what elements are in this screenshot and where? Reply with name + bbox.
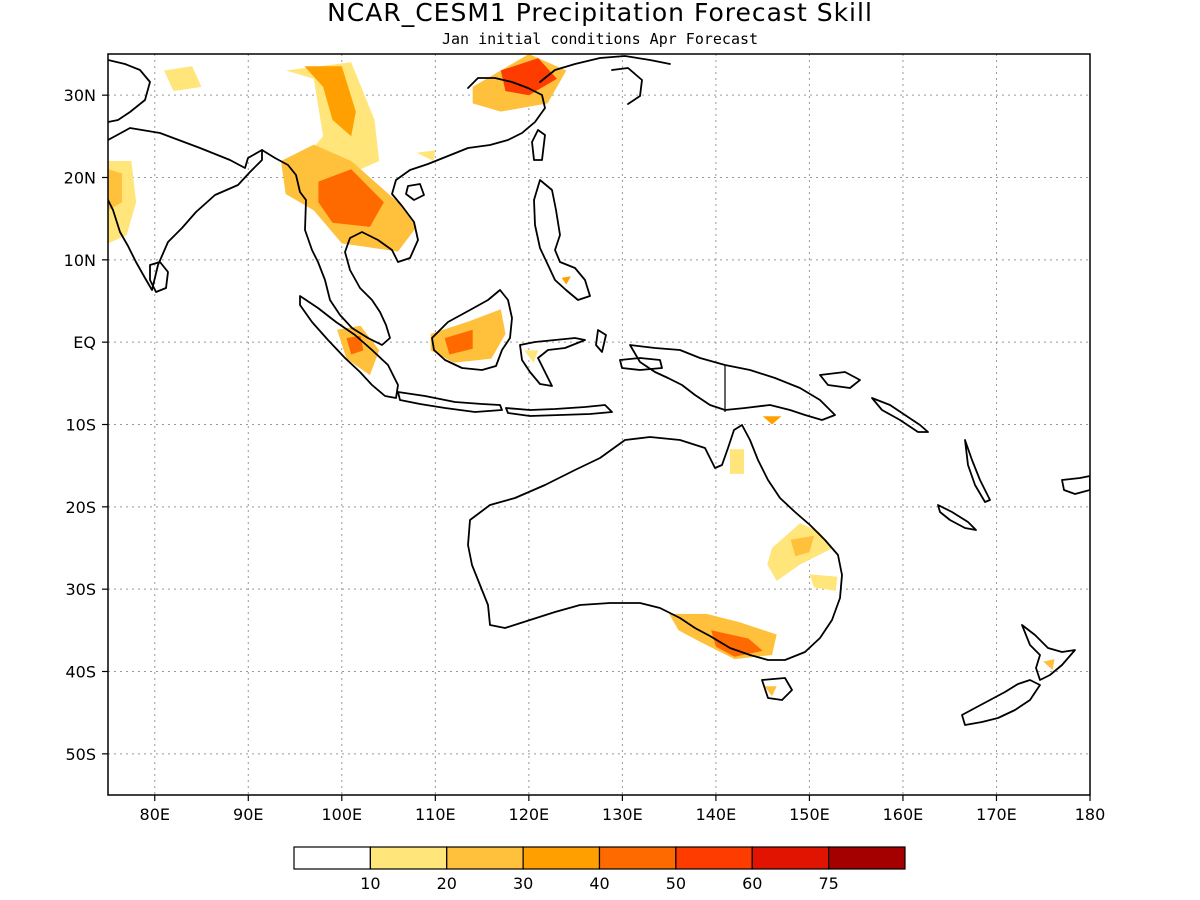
lon-tick-label: 120E [509, 805, 550, 824]
lon-tick-label: 100E [321, 805, 362, 824]
sri-lanka [149, 261, 169, 293]
korea-japan-coast [539, 55, 671, 105]
borneo-coast [431, 289, 513, 371]
colorbar-label: 75 [818, 874, 838, 893]
lat-tick-label: 50S [65, 745, 96, 764]
vanuatu-islands [964, 439, 991, 503]
solomon-islands [871, 397, 929, 433]
colorbar-label: 20 [437, 874, 457, 893]
skill-region-cape-york [729, 449, 744, 474]
skill-region-himalaya-patch [164, 66, 202, 92]
skill-region-mindanao-dot [561, 276, 571, 285]
lon-tick-label: 110E [415, 805, 456, 824]
philippines-coast [533, 179, 591, 301]
skill-region-sumatra-core [346, 335, 364, 355]
colorbar-swatch [522, 846, 601, 870]
skill-region-tibet-plume-core [304, 66, 356, 137]
colorbar-swatch [293, 846, 371, 870]
colorbar-label: 50 [666, 874, 686, 893]
skill-region-indochina-core [318, 169, 384, 227]
colorbar-swatch [675, 846, 753, 870]
india-coast [108, 127, 263, 291]
lat-tick-label: 20N [64, 169, 96, 188]
graticule [108, 54, 1090, 795]
colorbar: 10 20 30 40 50 60 75 [293, 846, 906, 893]
lon-tick-label: 140E [696, 805, 737, 824]
colorbar-label: 40 [589, 874, 609, 893]
skill-region-new-guinea-dot [762, 416, 782, 425]
lesser-sunda [505, 404, 613, 417]
map-subtitle: Jan initial conditions Apr Forecast [442, 30, 758, 48]
skill-region-borneo-core [444, 329, 473, 355]
taiwan-island [531, 129, 546, 161]
hainan-island [405, 183, 425, 201]
colorbar-swatch [446, 846, 524, 870]
colorbar-swatch [751, 846, 830, 870]
colorbar-swatch [828, 846, 906, 870]
maluku-islands [595, 329, 663, 371]
new-zealand-south [961, 679, 1041, 726]
map-panel: 80E 90E 100E 110E 120E 130E 140E 150E 160E 170E 18… [64, 53, 1106, 824]
lat-tick-label: 30N [64, 86, 96, 105]
skill-region-south-australia-core [711, 630, 763, 657]
australia-coast [467, 424, 843, 661]
lon-tick-label: 180 [1075, 805, 1106, 824]
skill-region-india-northwest-core [108, 169, 122, 211]
new-britain [819, 371, 861, 389]
west-edge-coast [108, 59, 151, 123]
colorbar-label: 10 [360, 874, 380, 893]
lon-tick-label: 80E [140, 805, 170, 824]
lon-tick-label: 150E [789, 805, 830, 824]
lat-tick-label: EQ [73, 333, 96, 352]
new-zealand-north [1021, 624, 1076, 681]
lon-tick-label: 160E [883, 805, 924, 824]
asia-mainland-coast [261, 77, 546, 346]
axis-labels: 80E 90E 100E 110E 120E 130E 140E 150E 160E 170E 18… [64, 86, 1106, 824]
fiji-islands [1061, 475, 1090, 495]
java-coast [397, 391, 503, 413]
lon-tick-label: 90E [233, 805, 263, 824]
map-frame [107, 53, 1091, 796]
lon-tick-label: 130E [602, 805, 643, 824]
skill-region-east-china-core [500, 58, 557, 96]
sulawesi-coast [519, 337, 586, 387]
skill-region-new-zealand-dot [1043, 659, 1055, 670]
lon-tick-label: 170E [976, 805, 1017, 824]
new-guinea-coast [629, 344, 836, 421]
lat-tick-label: 10S [65, 416, 96, 435]
lat-tick-label: 20S [65, 498, 96, 517]
lat-tick-label: 10N [64, 251, 96, 270]
lat-tick-label: 30S [65, 580, 96, 599]
skill-region-sulawesi-dot [524, 350, 539, 363]
lat-tick-label: 40S [65, 663, 96, 682]
sumatra-coast [299, 295, 399, 399]
map-title: NCAR_CESM1 Precipitation Forecast Skill [327, 0, 873, 27]
tasmania-coast [761, 677, 793, 701]
skill-region-queensland-core [790, 535, 815, 557]
skill-region-tasmania-dot [764, 686, 777, 697]
colorbar-label: 60 [742, 874, 762, 893]
colorbar-swatch [598, 846, 677, 870]
colorbar-label: 30 [513, 874, 533, 893]
colorbar-swatch [369, 846, 448, 870]
skill-region-tibet-plume [285, 62, 380, 178]
skill-region-south-china-dot [416, 150, 436, 161]
new-caledonia [937, 504, 977, 531]
skill-shading [108, 54, 1055, 697]
coastlines [108, 55, 1090, 726]
skill-region-queensland-east [809, 574, 838, 591]
